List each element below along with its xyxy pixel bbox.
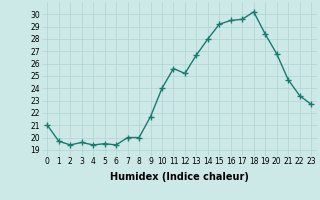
X-axis label: Humidex (Indice chaleur): Humidex (Indice chaleur) <box>110 172 249 182</box>
